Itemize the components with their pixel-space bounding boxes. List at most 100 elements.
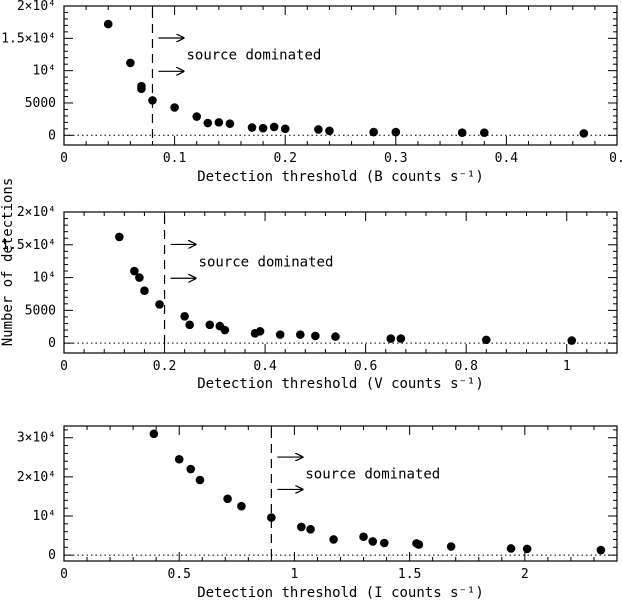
data-point — [137, 84, 146, 94]
data-point — [269, 122, 279, 132]
x-tick-label: 0. — [609, 151, 622, 166]
y-tick-label: 0 — [48, 336, 56, 351]
x-tick-label: 1.5 — [398, 567, 421, 582]
data-point — [186, 464, 196, 474]
panel-1: 0 0.1 0.2 0.3 0.4 0. 0 5000 10⁴ 1.5×10⁴ 2×10⁴ Detec… — [1, 0, 622, 185]
data-point — [115, 232, 124, 242]
data-point — [247, 123, 257, 132]
y-tick-label: 2×10⁴ — [17, 205, 56, 220]
y-tick-label: 5000 — [25, 303, 56, 318]
y-tick-label: 2×10⁴ — [17, 0, 56, 14]
x-tick-label: 0 — [60, 151, 68, 166]
x-tick-label: 2 — [521, 567, 529, 582]
data-point — [220, 325, 230, 335]
panel-3: 0 0.5 1 1.5 2 0 10⁴ 2×10⁴ 3×10⁴ Detection thresho… — [17, 425, 618, 601]
data-point — [506, 544, 516, 553]
data-point — [457, 128, 467, 138]
data-point — [396, 334, 406, 343]
x-tick-label: 0.4 — [253, 359, 277, 374]
data-point — [225, 119, 235, 128]
y-tick-label: 0 — [48, 548, 56, 563]
x-tick-label: 1 — [291, 567, 299, 582]
x-tick-label: 0.4 — [495, 151, 519, 166]
data-point — [446, 542, 456, 551]
x-tick-label: 0.2 — [273, 151, 296, 166]
x-tick-label: 0.2 — [153, 359, 176, 374]
data-point — [223, 494, 232, 504]
plot-frame — [63, 211, 618, 354]
x-tick-label: 1 — [563, 359, 571, 374]
annotation-source-dominated: source dominated — [199, 254, 334, 270]
plot-frame — [63, 5, 618, 146]
data-point — [306, 525, 315, 534]
y-tick-label: 5000 — [25, 96, 56, 111]
data-point — [295, 330, 305, 339]
data-point — [214, 118, 224, 127]
x-axis-label: Detection threshold (I counts s⁻¹) — [197, 585, 484, 601]
annotation-source-dominated: source dominated — [186, 48, 321, 64]
data-point — [522, 544, 532, 554]
data-point — [130, 266, 139, 276]
y-tick-label: 1.5×10⁴ — [1, 238, 56, 253]
data-point — [258, 123, 268, 133]
data-point — [237, 501, 246, 511]
x-axis-label: Detection threshold (B counts s⁻¹) — [197, 169, 484, 185]
data-point — [297, 522, 306, 532]
annotation-source-dominated: source dominated — [305, 466, 440, 482]
data-point — [359, 532, 368, 542]
data-point — [369, 127, 378, 137]
data-point — [368, 537, 378, 546]
data-point — [180, 311, 189, 321]
data-point — [267, 513, 276, 522]
data-point — [275, 330, 285, 339]
data-point — [596, 545, 606, 555]
data-point — [126, 58, 135, 68]
data-point — [481, 335, 491, 345]
data-point — [314, 125, 323, 134]
data-point — [386, 334, 396, 343]
y-tick-label: 10⁴ — [33, 271, 56, 286]
data-point — [325, 126, 334, 136]
data-point — [379, 538, 389, 548]
y-tick-label: 10⁴ — [33, 509, 56, 524]
y-tick-label: 1.5×10⁴ — [1, 31, 56, 46]
data-point — [203, 118, 213, 128]
data-point — [205, 320, 215, 330]
data-point — [170, 103, 179, 112]
data-point — [192, 112, 202, 121]
data-point — [567, 336, 577, 345]
data-point — [479, 128, 489, 138]
x-tick-label: 0 — [60, 359, 68, 374]
y-tick-label: 3×10⁴ — [17, 431, 56, 446]
data-point — [311, 331, 320, 341]
plot-frame — [63, 425, 618, 562]
y-tick-label: 10⁴ — [33, 64, 56, 79]
data-point — [331, 332, 340, 341]
data-point — [185, 320, 194, 330]
data-point — [391, 127, 401, 137]
x-tick-label: 0.1 — [163, 151, 186, 166]
data-point — [140, 286, 149, 295]
data-point — [280, 124, 290, 134]
y-tick-label: 2×10⁴ — [17, 470, 56, 485]
x-tick-label: 0.8 — [454, 359, 477, 374]
x-axis-label: Detection threshold (V counts s⁻¹) — [197, 376, 484, 392]
data-point — [579, 129, 589, 138]
data-point — [148, 96, 157, 105]
data-point — [255, 327, 265, 336]
shared-y-axis-label: Number of detections — [0, 178, 16, 347]
data-point — [103, 19, 113, 29]
panel-2: 0 0.2 0.4 0.6 0.8 1 0 5000 10⁴ 1.5×10⁴ 2×10⁴ Detect… — [1, 205, 618, 392]
data-point — [329, 535, 338, 544]
x-tick-label: 0.5 — [167, 567, 190, 582]
x-tick-label: 0.6 — [354, 359, 377, 374]
x-tick-label: 0.3 — [384, 151, 407, 166]
data-point — [149, 429, 159, 439]
x-tick-label: 0 — [60, 567, 68, 582]
y-tick-label: 0 — [48, 128, 56, 143]
data-point — [135, 273, 144, 282]
data-point — [195, 475, 205, 485]
data-point — [174, 454, 184, 464]
